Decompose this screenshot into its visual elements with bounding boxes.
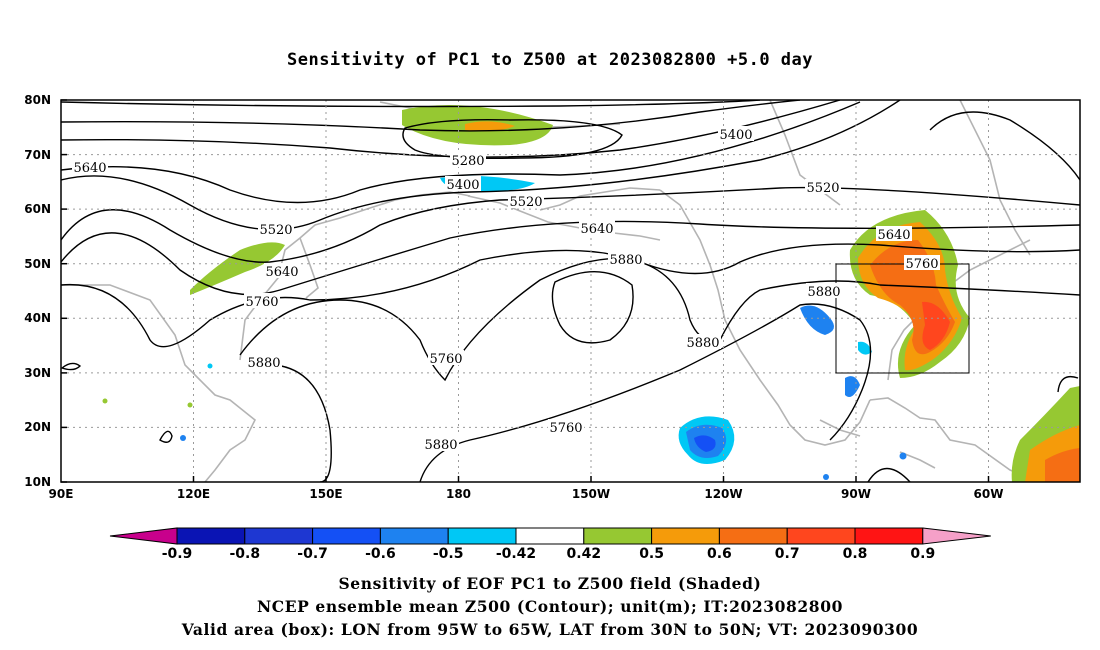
valid-area-box (835, 263, 970, 374)
lon-axis: 90E 120E 150E 180 150W 120W 90W 60W (49, 476, 1004, 501)
colorbar-label: -0.7 (297, 546, 328, 562)
contour-label-bg (548, 419, 584, 434)
lon-label: 90W (841, 487, 871, 501)
contour-label-bg (264, 263, 300, 278)
contour-label: 5640 (73, 161, 106, 176)
map-frame (60, 99, 1081, 483)
colorbar-segment (786, 527, 856, 545)
contour-label: 5760 (245, 295, 278, 310)
contour-label-bg (428, 350, 464, 365)
colorbar-label: -0.5 (433, 546, 464, 562)
colorbar-segment (515, 527, 585, 545)
contour-label-bg (718, 126, 754, 141)
colorbar-segment (854, 527, 924, 545)
colorbar-label: 0.6 (707, 546, 732, 562)
contour-label: 5280 (451, 154, 484, 169)
contour-label: 5760 (429, 352, 462, 367)
colorbar-label: 0.7 (775, 546, 800, 562)
contour-label-bg (876, 226, 912, 241)
lat-label: 60N (24, 202, 51, 216)
contour-label-bg (806, 283, 842, 298)
colorbar (109, 527, 991, 545)
contour-label-bg (244, 293, 280, 308)
lon-label: 120W (704, 487, 742, 501)
colorbar-label: -0.42 (496, 546, 536, 562)
lon-label: 120E (177, 487, 210, 501)
lat-label: 40N (24, 311, 51, 325)
caption-line-1: Sensitivity of EOF PC1 to Z500 field (Sh… (338, 574, 762, 593)
contour-label: 5880 (424, 438, 457, 453)
contour-label: 5880 (609, 253, 642, 268)
contour-label: 5880 (686, 336, 719, 351)
contour-label-bg (579, 220, 615, 235)
contour-label-bg (450, 152, 486, 167)
colorbar-label: 0.5 (639, 546, 664, 562)
contour-label-bg (72, 159, 108, 174)
contour-label: 5640 (580, 222, 613, 237)
contour-label-bg (423, 436, 459, 451)
colorbar-lower-arrow (109, 527, 178, 545)
colorbar-segment (176, 527, 246, 545)
lon-label: 90E (49, 487, 74, 501)
colorbar-segment (447, 527, 517, 545)
contour-label: 5760 (905, 257, 938, 272)
contour-label: 5880 (807, 285, 840, 300)
contour-label-bg (904, 255, 940, 270)
lat-label: 50N (24, 257, 51, 271)
lat-label: 70N (24, 148, 51, 162)
colorbar-labels: -0.9 -0.8 -0.7 -0.6 -0.5 -0.42 0.42 0.5 0.6 0.7 0.… (162, 546, 936, 562)
colorbar-segment (583, 527, 653, 545)
caption-line-3: Valid area (box): LON from 95W to 65W, L… (181, 620, 919, 639)
colorbar-segment (651, 527, 720, 545)
contour-label: 5400 (446, 178, 479, 193)
contour-labels: 5640 5520 5640 5760 5880 5280 5400 5520 5640 5880… (72, 126, 940, 453)
contour-label: 5880 (247, 356, 280, 371)
colorbar-label: 0.9 (910, 546, 935, 562)
lat-label: 30N (24, 366, 51, 380)
colorbar-segment (312, 527, 381, 545)
contour-label-bg (805, 179, 841, 194)
lat-axis: 80N 70N 60N 50N 40N 30N 20N 10N (24, 93, 67, 489)
contour-label: 5640 (265, 265, 298, 280)
colorbar-segment (718, 527, 788, 545)
contour-label-bg (608, 251, 644, 266)
contour-label: 5520 (806, 181, 839, 196)
lat-label: 80N (24, 93, 51, 107)
colorbar-label: 0.8 (843, 546, 868, 562)
lon-label: 180 (446, 487, 471, 501)
caption-line-2: NCEP ensemble mean Z500 (Contour); unit(… (257, 597, 843, 616)
colorbar-label: -0.8 (229, 546, 260, 562)
contour-label-bg (508, 193, 544, 208)
colorbar-label: -0.9 (162, 546, 193, 562)
contour-label-bg (258, 221, 294, 236)
contour-label: 5520 (259, 223, 292, 238)
contour-label-bg (445, 176, 481, 191)
colorbar-label: 0.42 (567, 546, 602, 562)
contour-label: 5400 (719, 128, 752, 143)
colorbar-label: -0.6 (365, 546, 396, 562)
contour-label: 5520 (509, 195, 542, 210)
contour-label-bg (246, 354, 282, 369)
graticule (61, 100, 1080, 482)
colorbar-upper-arrow (922, 527, 991, 545)
contour-label: 5760 (549, 421, 582, 436)
lat-label: 20N (24, 420, 51, 434)
colorbar-segment (379, 527, 449, 545)
lon-label: 150E (309, 487, 342, 501)
contour-label-bg (685, 334, 721, 349)
lon-label: 60W (974, 487, 1004, 501)
contour-label: 5640 (877, 228, 910, 243)
chart-title: Sensitivity of PC1 to Z500 at 2023082800… (286, 50, 813, 70)
colorbar-segment (244, 527, 314, 545)
lat-label: 10N (24, 475, 51, 489)
lon-label: 150W (572, 487, 610, 501)
